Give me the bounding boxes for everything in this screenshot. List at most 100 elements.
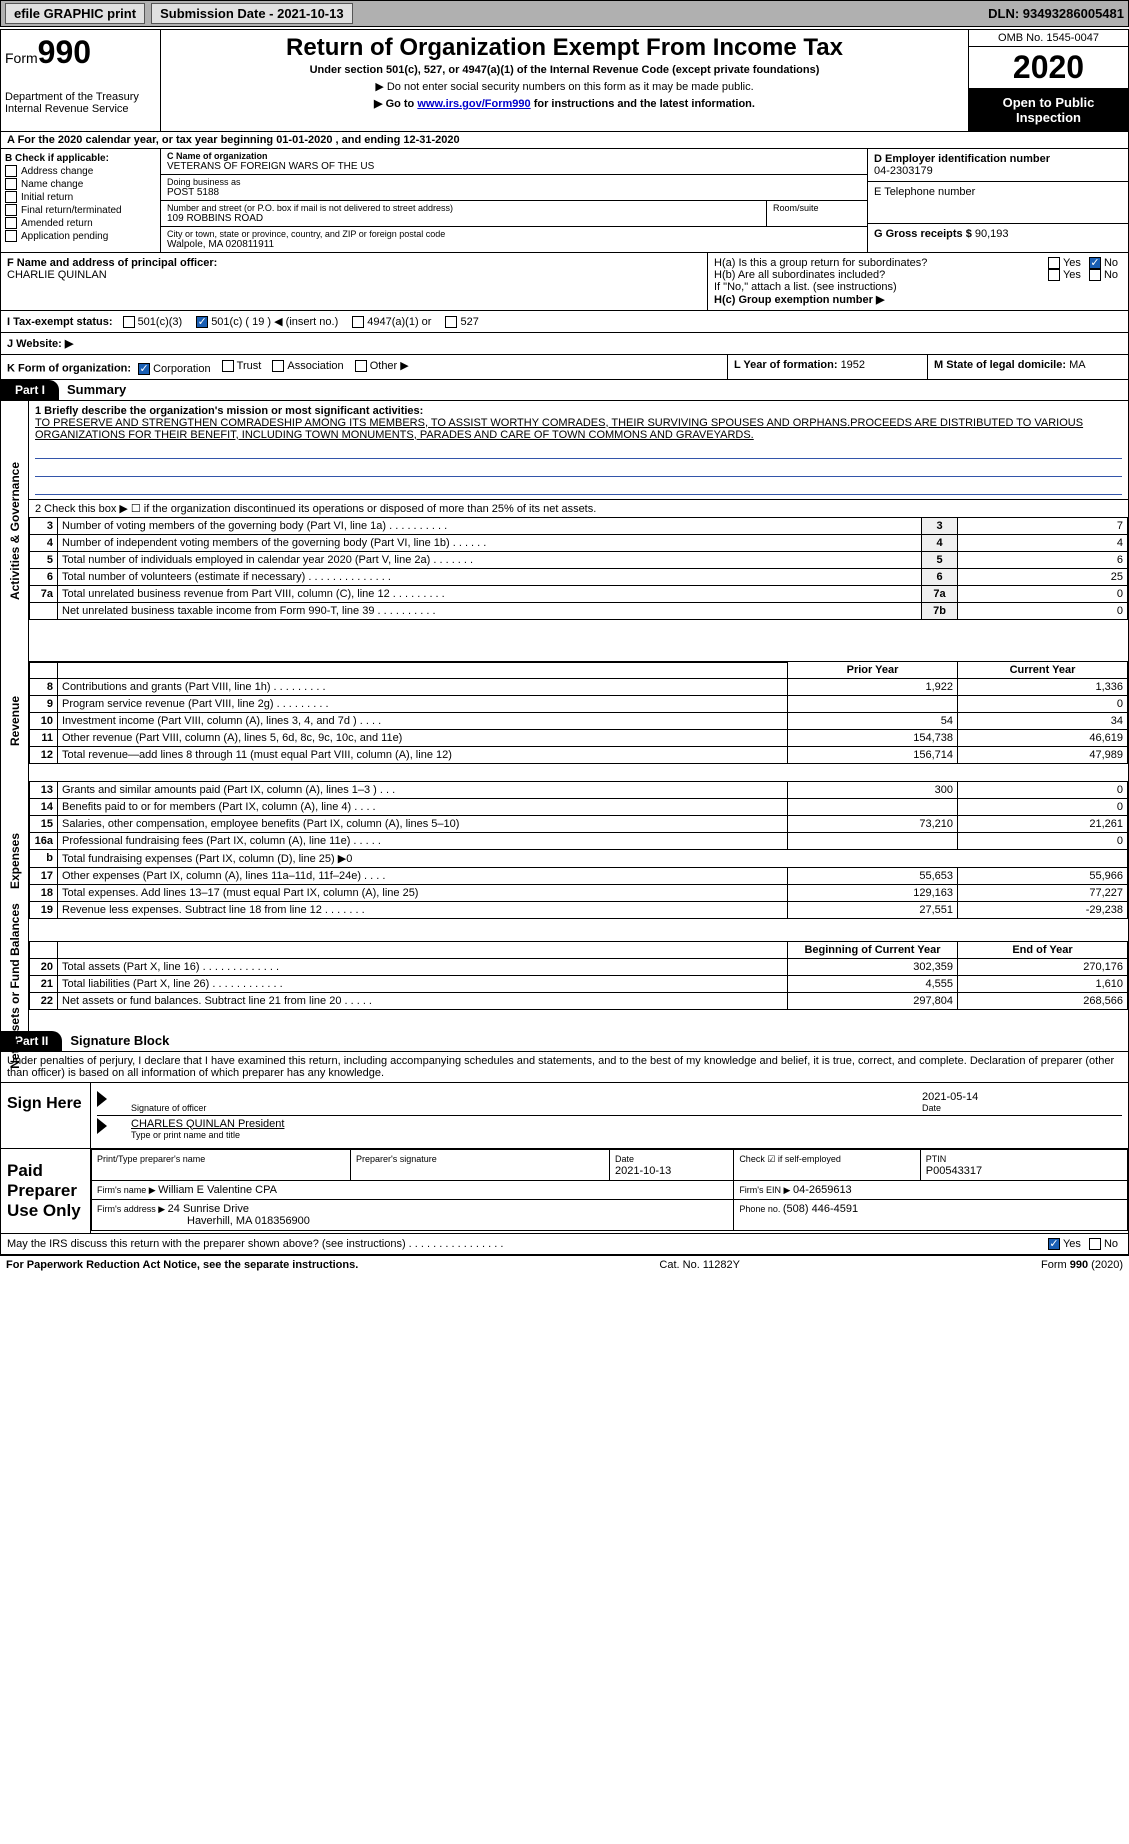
- line2-text: 2 Check this box ▶ ☐ if the organization…: [29, 500, 1128, 517]
- ssn-note: ▶ Do not enter social security numbers o…: [165, 80, 964, 93]
- line-value: 6: [958, 551, 1128, 568]
- irs-link[interactable]: www.irs.gov/Form990: [417, 98, 530, 110]
- form-990-container: Form990 Department of the Treasury Inter…: [0, 29, 1129, 1255]
- 527-checkbox[interactable]: [445, 316, 457, 328]
- year-formation-label: L Year of formation:: [734, 359, 841, 371]
- line1-label: 1 Briefly describe the organization's mi…: [35, 405, 1122, 417]
- net-assets-section: Net Assets or Fund Balances Beginning of…: [1, 941, 1128, 1031]
- form-subtitle: Under section 501(c), 527, or 4947(a)(1)…: [165, 64, 964, 76]
- org-type-label: Trust: [237, 360, 262, 372]
- colb-checkbox[interactable]: [5, 217, 17, 229]
- omb-number: OMB No. 1545-0047: [969, 30, 1128, 47]
- city-value: Walpole, MA 020811911: [167, 239, 861, 250]
- activities-governance-section: Activities & Governance 1 Briefly descri…: [1, 401, 1128, 661]
- column-c-org-info: C Name of organization VETERANS OF FOREI…: [161, 149, 868, 252]
- current-year-value: 0: [958, 798, 1128, 815]
- form-org-label: K Form of organization:: [7, 363, 131, 375]
- discuss-yes-checkbox[interactable]: ✓: [1048, 1238, 1060, 1250]
- colb-checkbox[interactable]: [5, 178, 17, 190]
- ein-label: D Employer identification number: [874, 153, 1122, 165]
- hb-yes-checkbox[interactable]: [1048, 269, 1060, 281]
- gross-receipts-value: 90,193: [975, 228, 1009, 240]
- part1-title: Summary: [59, 382, 126, 397]
- line-desc: Total assets (Part X, line 16) . . . . .…: [58, 958, 788, 975]
- hc-label: H(c) Group exemption number ▶: [714, 293, 1122, 306]
- end-year-value: 268,566: [958, 992, 1128, 1009]
- discuss-no-checkbox[interactable]: [1089, 1238, 1101, 1250]
- firm-ein-label: Firm's EIN ▶: [739, 1185, 793, 1195]
- prep-name-label: Print/Type preparer's name: [97, 1154, 205, 1164]
- line-desc: Net assets or fund balances. Subtract li…: [58, 992, 788, 1009]
- current-year-value: 21,261: [958, 815, 1128, 832]
- no-label: No: [1104, 269, 1118, 281]
- submission-date-button[interactable]: Submission Date - 2021-10-13: [151, 3, 353, 24]
- line-box: 7b: [922, 602, 958, 619]
- line-desc: Net unrelated business taxable income fr…: [58, 602, 922, 619]
- org-type-checkbox[interactable]: [272, 360, 284, 372]
- begin-year-header: Beginning of Current Year: [788, 941, 958, 958]
- part2-header: Part II Signature Block: [1, 1031, 1128, 1052]
- colb-title: B Check if applicable:: [5, 153, 156, 164]
- org-type-checkbox[interactable]: [222, 360, 234, 372]
- colb-item-label: Address change: [21, 166, 93, 177]
- row-i-tax-status: I Tax-exempt status: 501(c)(3) ✓501(c) (…: [1, 311, 1128, 333]
- prior-year-value: 54: [788, 713, 958, 730]
- line-number: 22: [30, 992, 58, 1009]
- line-desc: Professional fundraising fees (Part IX, …: [58, 832, 788, 849]
- current-year-value: 34: [958, 713, 1128, 730]
- begin-year-value: 297,804: [788, 992, 958, 1009]
- ha-label: H(a) Is this a group return for subordin…: [714, 257, 1044, 269]
- firm-ein: 04-2659613: [793, 1184, 852, 1196]
- line-desc: Revenue less expenses. Subtract line 18 …: [58, 901, 788, 918]
- 501c3-checkbox[interactable]: [123, 316, 135, 328]
- line-box: 4: [922, 534, 958, 551]
- ha-no-checkbox[interactable]: ✓: [1089, 257, 1101, 269]
- line-number: 5: [30, 551, 58, 568]
- side-gov-label: Activities & Governance: [8, 461, 22, 599]
- sign-here-label: Sign Here: [1, 1083, 91, 1148]
- colb-checkbox[interactable]: [5, 204, 17, 216]
- discuss-row: May the IRS discuss this return with the…: [1, 1233, 1128, 1254]
- org-name-label: C Name of organization: [167, 151, 861, 161]
- line-desc: Grants and similar amounts paid (Part IX…: [58, 781, 788, 798]
- 501c-checkbox[interactable]: ✓: [196, 316, 208, 328]
- line-desc: Benefits paid to or for members (Part IX…: [58, 798, 788, 815]
- firm-name-label: Firm's name ▶: [97, 1185, 158, 1195]
- preparer-table: Print/Type preparer's name Preparer's si…: [91, 1149, 1128, 1231]
- 4947-checkbox[interactable]: [352, 316, 364, 328]
- efile-print-button[interactable]: efile GRAPHIC print: [5, 3, 145, 24]
- line-number: 20: [30, 958, 58, 975]
- colb-checkbox[interactable]: [5, 230, 17, 242]
- dba-label: Doing business as: [167, 177, 861, 187]
- begin-year-value: 4,555: [788, 975, 958, 992]
- prior-year-header: Prior Year: [788, 662, 958, 679]
- header-right: OMB No. 1545-0047 2020 Open to Public In…: [968, 30, 1128, 131]
- hb-no-checkbox[interactable]: [1089, 269, 1101, 281]
- principal-officer-name: CHARLIE QUINLAN: [7, 269, 701, 281]
- footer-left: For Paperwork Reduction Act Notice, see …: [6, 1259, 358, 1271]
- line-number: 10: [30, 713, 58, 730]
- line-desc: Salaries, other compensation, employee b…: [58, 815, 788, 832]
- org-type-checkbox[interactable]: [355, 360, 367, 372]
- line-desc: Number of independent voting members of …: [58, 534, 922, 551]
- blank-line: [35, 463, 1122, 477]
- ha-yes-checkbox[interactable]: [1048, 257, 1060, 269]
- year-formation-value: 1952: [841, 359, 865, 371]
- 527-label: 527: [460, 316, 478, 328]
- no-label: No: [1104, 1238, 1118, 1250]
- colb-item-label: Final return/terminated: [21, 205, 122, 216]
- org-type-checkbox[interactable]: ✓: [138, 363, 150, 375]
- line-desc: Total expenses. Add lines 13–17 (must eq…: [58, 884, 788, 901]
- colb-checkbox[interactable]: [5, 191, 17, 203]
- colb-checkbox[interactable]: [5, 165, 17, 177]
- line-number: 13: [30, 781, 58, 798]
- end-year-header: End of Year: [958, 941, 1128, 958]
- line-number: 14: [30, 798, 58, 815]
- line-desc: Total number of individuals employed in …: [58, 551, 922, 568]
- sign-here-row: Sign Here Signature of officer 2021-05-1…: [1, 1082, 1128, 1148]
- arrow-icon: [97, 1091, 107, 1107]
- colb-item-label: Name change: [21, 179, 83, 190]
- side-exp-label: Expenses: [8, 832, 22, 888]
- line-value: 25: [958, 568, 1128, 585]
- hb-label: H(b) Are all subordinates included?: [714, 269, 1044, 281]
